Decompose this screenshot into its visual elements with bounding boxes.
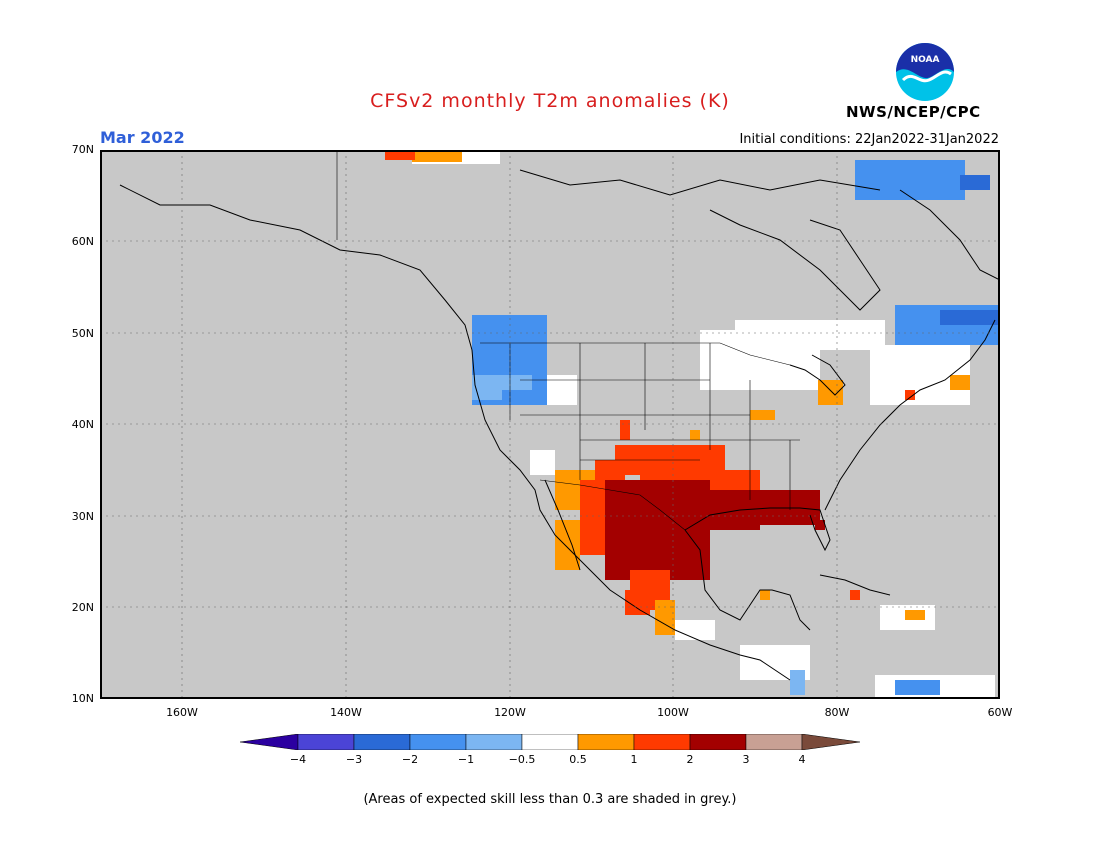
lon-label-80w: 80W	[824, 706, 850, 719]
warm-anomaly-ohio	[750, 410, 775, 420]
warm-anomaly-baja-sur	[555, 520, 580, 570]
near-normal-area-baja	[530, 450, 555, 475]
coastline-east-coast	[824, 319, 996, 511]
lat-label-70n: 70N	[71, 143, 94, 156]
cold-anomaly-idaho	[502, 375, 532, 390]
colorbar-label-0-5: 0.5	[569, 753, 587, 766]
warm-anomaly-cuba	[850, 590, 860, 600]
coastline-hudson-bay	[709, 209, 881, 311]
border-us-states	[509, 343, 800, 510]
colorbar-min-arrow	[240, 734, 299, 750]
lat-label-40n: 40N	[71, 418, 94, 431]
near-normal-area-central-america	[675, 620, 715, 640]
coastline-gulf-of-mexico	[684, 529, 811, 631]
coastline-baja	[544, 479, 581, 571]
near-normal-regions	[412, 150, 995, 699]
noaa-logo-text: NOAA	[911, 55, 940, 65]
colorbar-label-neg-1: −1	[457, 753, 475, 766]
colorbar-max-arrow	[801, 734, 860, 750]
cold-anomaly-baffin-east	[855, 160, 965, 200]
coastlines	[119, 169, 1000, 681]
lat-label-50n: 50N	[71, 327, 94, 340]
warm-anomaly-kansas	[620, 420, 630, 440]
cold-anomaly-panama	[790, 670, 805, 695]
warm-anomaly-michigan	[818, 380, 843, 405]
colorbar-label-4: 4	[798, 753, 806, 766]
coastline-west-coast	[471, 349, 791, 681]
coastline-labrador	[899, 189, 1000, 281]
noaa-logo-icon: NOAA	[893, 40, 957, 104]
coastline-great-lakes	[789, 354, 846, 396]
warm-anomaly-alaska-coast	[385, 150, 415, 160]
border-usa-mexico	[539, 479, 686, 531]
warm-anomaly-central-texas	[655, 480, 705, 560]
valid-month-label: Mar 2022	[100, 128, 185, 147]
graticule	[100, 150, 1000, 699]
lon-label-60w: 60W	[987, 706, 1013, 719]
lon-label-160w: 160W	[166, 706, 198, 719]
warm-anomaly-yucatan	[760, 590, 770, 600]
agency-label: NWS/NCEP/CPC	[846, 103, 981, 121]
border-canada-usa	[480, 342, 791, 366]
colorbar-swatch-neg-2-to-neg-1	[409, 734, 467, 750]
anomaly-map	[100, 150, 1000, 699]
colorbar-swatch-neg-3-to-neg-2	[353, 734, 411, 750]
lat-label-20n: 20N	[71, 601, 94, 614]
coastline-alaska	[119, 184, 473, 351]
warm-anomaly-colorado	[690, 430, 700, 440]
colorbar-swatch-2-to-3	[689, 734, 747, 750]
skill-footnote: (Areas of expected skill less than 0.3 a…	[363, 792, 737, 807]
lon-label-140w: 140W	[330, 706, 362, 719]
colorbar-label-neg-3: −3	[345, 753, 363, 766]
color-scale-bar	[240, 734, 860, 750]
chart-title: CFSv2 monthly T2m anomalies (K)	[370, 90, 730, 112]
warm-anomaly-hispaniola	[905, 610, 925, 620]
lon-label-100w: 100W	[657, 706, 689, 719]
warm-anomaly-regions	[385, 150, 970, 635]
colorbar-swatch-neg-1-to-neg-0-5	[465, 734, 523, 750]
initial-conditions-label: Initial conditions: 22Jan2022-31Jan2022	[739, 132, 999, 147]
colorbar-swatch-neg-4-to-neg-3	[297, 734, 355, 750]
colorbar-label-2: 2	[686, 753, 694, 766]
colorbar-swatch-3-to-4	[745, 734, 803, 750]
coastline-cuba	[819, 574, 891, 596]
colorbar-label-1: 1	[630, 753, 638, 766]
warm-anomaly-new-england	[905, 390, 915, 400]
map-background	[100, 150, 1000, 699]
cold-anomaly-baffin-coast	[960, 175, 990, 190]
colorbar-label-neg-4: −4	[289, 753, 307, 766]
coastline-gulf-coast	[684, 507, 831, 552]
colorbar-swatch-1-to-2	[633, 734, 691, 750]
colorbar-label-neg-0-5: −0.5	[508, 753, 536, 766]
warm-anomaly-maritimes	[950, 375, 970, 390]
cold-anomaly-regions	[472, 160, 1000, 695]
political-borders	[336, 150, 800, 531]
cold-anomaly-labrador-coast	[940, 310, 1000, 325]
lat-label-10n: 10N	[71, 692, 94, 705]
cold-anomaly-caribbean	[895, 680, 940, 695]
colorbar-swatch-0-5-to-1	[577, 734, 635, 750]
lat-label-60n: 60N	[71, 235, 94, 248]
lon-label-120w: 120W	[494, 706, 526, 719]
warm-anomaly-florida	[815, 520, 825, 530]
colorbar-label-3: 3	[742, 753, 750, 766]
warm-anomaly-jalisco	[655, 600, 675, 635]
lat-label-30n: 30N	[71, 510, 94, 523]
cold-anomaly-oregon-coast	[472, 375, 502, 400]
coastline-arctic	[519, 169, 881, 196]
colorbar-label-neg-2: −2	[401, 753, 419, 766]
colorbar-swatch-neg-0-5-to-0-5	[521, 734, 579, 750]
map-frame	[100, 150, 1000, 699]
warm-anomaly-alaska-north	[412, 150, 462, 162]
near-normal-area-ontario	[735, 320, 885, 350]
